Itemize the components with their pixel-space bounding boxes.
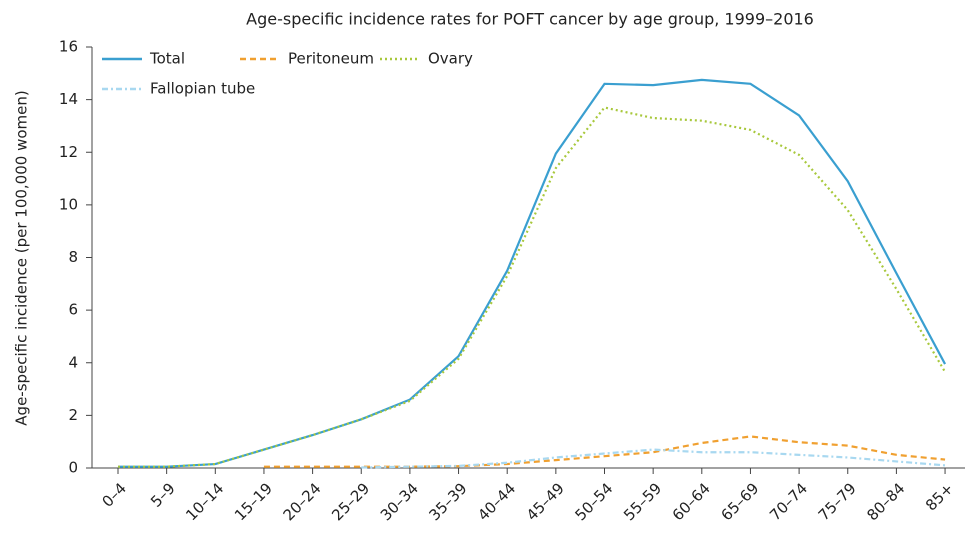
- legend-label: Peritoneum: [288, 50, 374, 68]
- chart-title: Age-specific incidence rates for POFT ca…: [246, 10, 814, 29]
- y-tick-label: 8: [68, 248, 78, 266]
- y-tick-label: 4: [68, 353, 78, 371]
- x-tick-label: 20–24: [280, 479, 325, 524]
- x-tick-label: 30–34: [377, 479, 422, 524]
- y-axis-label: Age-specific incidence (per 100,000 wome…: [13, 90, 31, 425]
- x-tick-label: 35–39: [426, 479, 471, 524]
- y-tick-label: 6: [68, 301, 78, 319]
- x-tick-label: 50–54: [571, 479, 616, 524]
- y-tick-label: 2: [68, 406, 78, 424]
- x-tick-label: 45–49: [523, 479, 568, 524]
- x-tick-label: 70–74: [766, 479, 811, 524]
- y-tick-label: 12: [59, 143, 78, 161]
- x-tick-label: 0–4: [98, 479, 130, 511]
- x-tick-label: 40–44: [474, 479, 519, 524]
- y-tick-label: 0: [68, 459, 78, 477]
- legend-label: Total: [149, 50, 185, 68]
- y-tick-label: 16: [59, 38, 78, 56]
- y-tick-label: 10: [59, 195, 78, 213]
- x-tick-label: 5–9: [147, 479, 179, 511]
- y-tick-label: 14: [59, 90, 78, 108]
- x-tick-label: 65–69: [717, 479, 762, 524]
- x-tick-label: 80–84: [863, 479, 908, 524]
- series-line: [263, 435, 946, 468]
- x-tick-label: 60–64: [669, 479, 714, 524]
- x-tick-label: 75–79: [815, 479, 860, 524]
- x-tick-label: 85+: [922, 479, 957, 514]
- legend-label: Fallopian tube: [150, 80, 255, 98]
- x-tick-label: 25–29: [328, 479, 373, 524]
- series-line: [361, 448, 946, 469]
- legend-label: Ovary: [428, 50, 473, 68]
- x-tick-label: 55–59: [620, 479, 665, 524]
- x-tick-label: 15–19: [231, 479, 276, 524]
- series-line: [118, 106, 946, 468]
- x-tick-label: 10–14: [182, 479, 227, 524]
- series-line: [118, 78, 947, 468]
